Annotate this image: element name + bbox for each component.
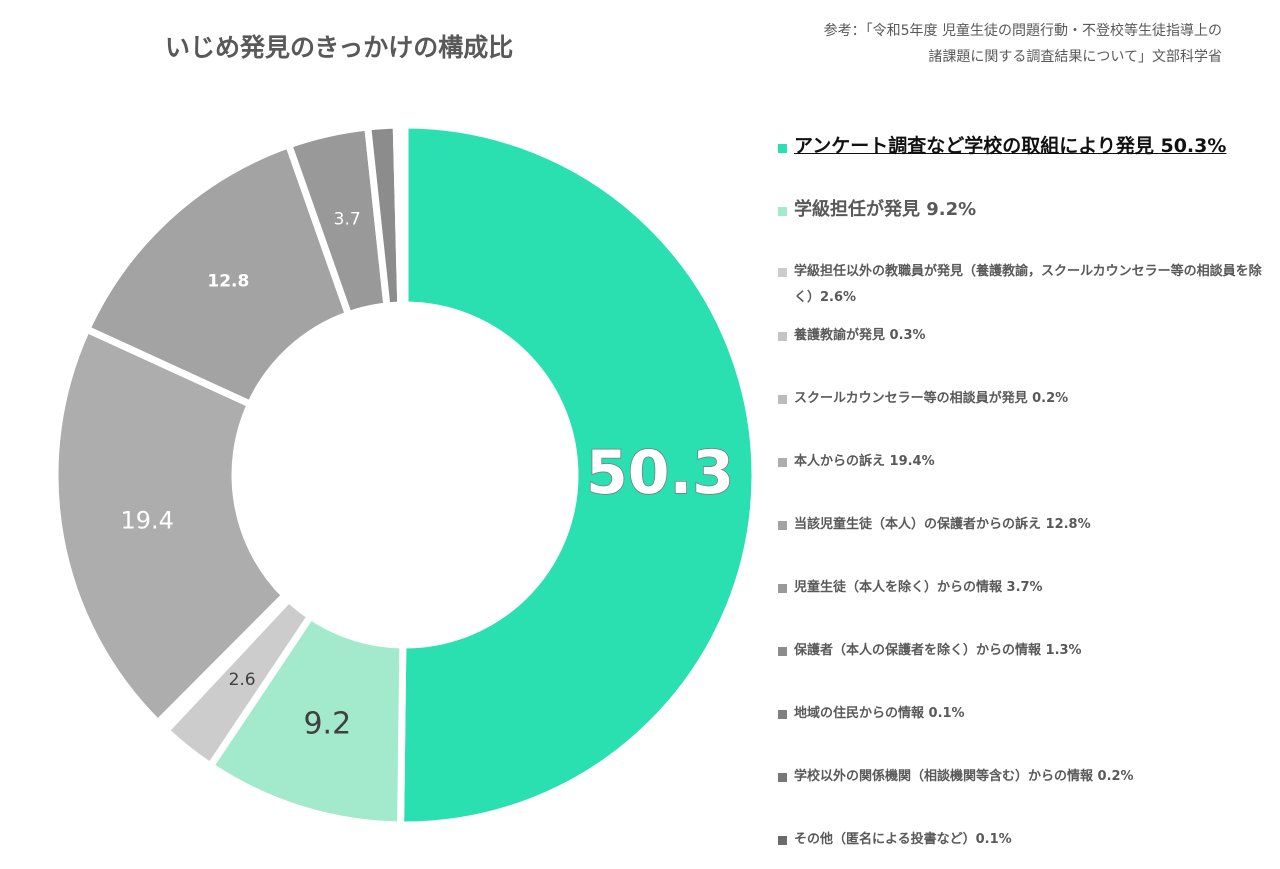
legend-marker (778, 144, 787, 153)
legend-label: 学級担任が発見 9.2% (794, 199, 977, 220)
source-line: 参考：「令和5年度 児童生徒の問題行動・不登校等生徒指導上の (823, 23, 1222, 39)
legend-marker (778, 647, 787, 656)
legend-label: その他（匿名による投書など）0.1% (794, 832, 1012, 847)
legend-marker (778, 584, 787, 593)
legend-label: 児童生徒（本人を除く）からの情報 3.7% (794, 580, 1043, 595)
data-label: 3.7 (334, 209, 361, 229)
legend-entry: 保護者（本人の保護者を除く）からの情報 1.3% (778, 638, 1264, 664)
legend-entry: その他（匿名による投書など）0.1% (778, 827, 1264, 853)
slice (397, 121, 759, 829)
legend-marker (778, 332, 787, 341)
legend-entry: 学級担任以外の教職員が発見（養護教諭，スクールカウンセラー等の相談員を除く）2.… (778, 259, 1264, 311)
legend-label: 当該児童生徒（本人）の保護者からの訴え 12.8% (794, 517, 1091, 532)
legend-entry: 養護教諭が発見 0.3% (778, 323, 1264, 349)
legend-label: スクールカウンセラー等の相談員が発見 0.2% (794, 391, 1069, 406)
legend-entry: 当該児童生徒（本人）の保護者からの訴え 12.8% (778, 512, 1264, 538)
data-label: 2.6 (229, 670, 256, 690)
slice (399, 121, 409, 309)
legend-marker (778, 207, 787, 216)
legend-marker (778, 268, 787, 277)
data-label: 9.2 (303, 707, 351, 742)
legend-entry: 学校以外の関係機関（相談機関等含む）からの情報 0.2% (778, 764, 1264, 790)
legend-entry: 児童生徒（本人を除く）からの情報 3.7% (778, 575, 1264, 601)
slice (51, 324, 290, 728)
legend-marker (778, 710, 787, 719)
legend-label: 学校以外の関係機関（相談機関等含む）からの情報 0.2% (794, 769, 1134, 784)
chart-title: いじめ発見のきっかけの構成比 (165, 33, 514, 62)
legend-marker (778, 458, 787, 467)
legend-entry: 本人からの訴え 19.4% (778, 449, 1264, 475)
legend-label: 保護者（本人の保護者を除く）からの情報 1.3% (794, 643, 1082, 658)
legend-label: 本人からの訴え 19.4% (794, 454, 935, 469)
data-label: 50.3 (586, 438, 734, 508)
legend-marker (778, 395, 787, 404)
legend-label: 学級担任以外の教職員が発見（養護教諭，スクールカウンセラー等の相談員を除く）2.… (794, 264, 1262, 305)
legend-marker (778, 836, 787, 845)
source-note: 参考：「令和5年度 児童生徒の問題行動・不登校等生徒指導上の 諸課題に関する調査… (824, 18, 1222, 70)
chart: 50.3 9.2 2.6 19.4 12.8 3.7 (51, 121, 759, 829)
legend-entry: 学級担任が発見 9.2% (778, 197, 1264, 223)
legend-label: アンケート調査など学校の取組により発見 50.3% (794, 135, 1227, 157)
legend-entry: 地域の住民からの情報 0.1% (778, 701, 1264, 727)
legend-label: 養護教諭が発見 0.3% (794, 328, 926, 343)
data-label: 19.4 (120, 507, 173, 535)
legend-marker (778, 773, 787, 782)
data-label: 12.8 (207, 272, 249, 292)
legend-marker (778, 521, 787, 530)
legend-entry: スクールカウンセラー等の相談員が発見 0.2% (778, 386, 1264, 412)
legend-label: 地域の住民からの情報 0.1% (794, 706, 965, 721)
source-line: 諸課題に関する調査結果について」文部科学省 (928, 49, 1222, 65)
slice (82, 140, 353, 409)
legend-entry: アンケート調査など学校の取組により発見 50.3% (778, 133, 1264, 159)
